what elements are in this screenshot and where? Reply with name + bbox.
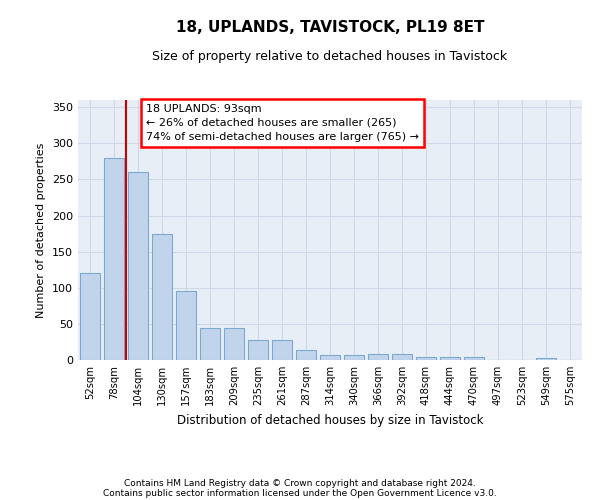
Bar (320, 355, 340, 360)
Y-axis label: Number of detached properties: Number of detached properties (37, 142, 46, 318)
Bar (344, 355, 364, 360)
Bar (80, 274, 100, 360)
Bar (464, 357, 484, 360)
Bar (224, 328, 244, 360)
Bar (536, 358, 556, 360)
Bar (392, 354, 412, 360)
Bar (104, 158, 124, 360)
Bar (416, 357, 436, 360)
Bar (176, 292, 196, 360)
Text: Contains HM Land Registry data © Crown copyright and database right 2024.: Contains HM Land Registry data © Crown c… (124, 478, 476, 488)
Bar (272, 340, 292, 360)
Text: 18, UPLANDS, TAVISTOCK, PL19 8ET: 18, UPLANDS, TAVISTOCK, PL19 8ET (176, 20, 484, 35)
Bar (128, 172, 148, 360)
Text: Size of property relative to detached houses in Tavistock: Size of property relative to detached ho… (152, 50, 508, 63)
Bar (368, 354, 388, 360)
Text: 18 UPLANDS: 93sqm
← 26% of detached houses are smaller (265)
74% of semi-detache: 18 UPLANDS: 93sqm ← 26% of detached hous… (146, 104, 419, 142)
Text: Contains public sector information licensed under the Open Government Licence v3: Contains public sector information licen… (103, 488, 497, 498)
Bar (152, 234, 172, 360)
Bar (200, 328, 220, 360)
Bar (440, 357, 460, 360)
Bar (248, 340, 268, 360)
X-axis label: Distribution of detached houses by size in Tavistock: Distribution of detached houses by size … (177, 414, 483, 426)
Bar (296, 350, 316, 360)
